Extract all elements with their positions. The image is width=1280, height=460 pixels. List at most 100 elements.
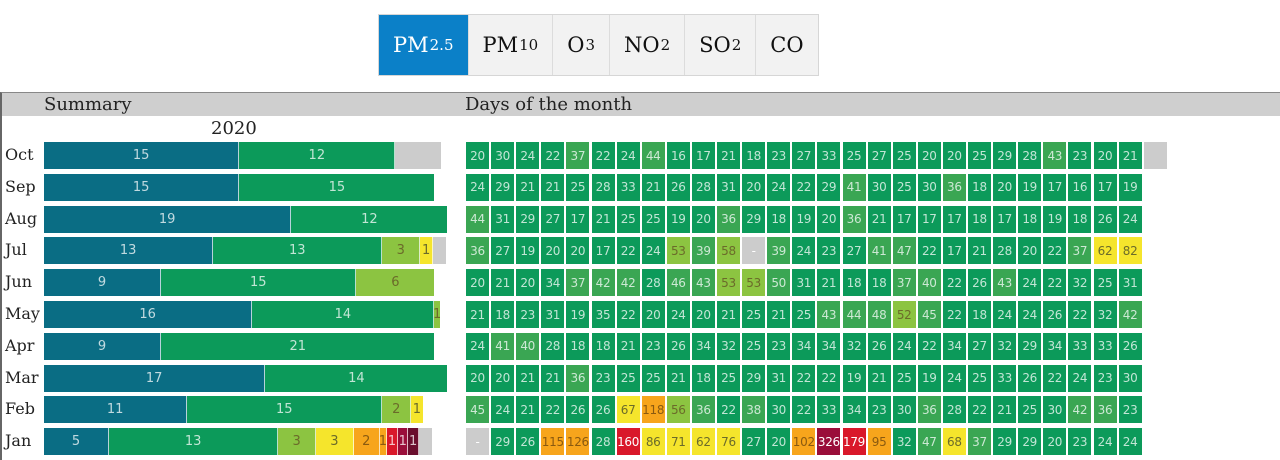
day-cell[interactable]: 31 [792,269,816,297]
day-cell[interactable]: 21 [616,332,640,360]
day-cell[interactable]: 36 [566,364,590,392]
tab-co[interactable]: CO [756,15,817,75]
day-cell[interactable]: 32 [842,332,866,360]
day-cell[interactable]: 21 [767,301,791,328]
day-cell[interactable]: 18 [691,364,715,392]
day-cell[interactable]: 22 [591,142,615,169]
day-cell[interactable]: 24 [792,237,816,265]
day-cell[interactable]: 20 [817,205,841,233]
summary-segment[interactable]: 21 [161,332,435,360]
summary-segment[interactable]: 15 [44,173,240,201]
day-cell[interactable]: 22 [942,301,966,328]
day-cell[interactable]: 29 [491,173,515,201]
day-cell[interactable]: 20 [466,269,489,297]
day-cell[interactable]: 44 [842,301,866,328]
day-cell[interactable]: 43 [817,301,841,328]
day-cell[interactable]: 20 [691,205,715,233]
day-cell[interactable]: 76 [717,428,740,456]
day-cell[interactable]: 42 [1118,301,1142,328]
summary-segment[interactable]: 13 [44,237,214,265]
day-cell[interactable]: 44 [641,142,665,169]
day-cell[interactable]: 17 [942,205,966,233]
day-cell[interactable]: 25 [616,364,640,392]
day-cell[interactable]: 67 [616,396,640,424]
summary-segment[interactable]: 14 [252,301,435,328]
day-cell[interactable]: 39 [691,237,715,265]
day-cell[interactable]: 26 [1093,205,1117,233]
day-cell[interactable]: 71 [666,428,690,456]
day-cell[interactable]: 48 [867,301,891,328]
day-cell[interactable]: 24 [616,142,640,169]
day-cell[interactable]: 46 [666,269,690,297]
summary-segment[interactable]: 2 [382,396,412,424]
day-cell[interactable]: 30 [917,173,941,201]
day-cell[interactable]: 36 [1093,396,1117,424]
day-cell[interactable]: 30 [767,396,791,424]
day-cell[interactable]: 22 [817,364,841,392]
day-cell[interactable]: 19 [1118,173,1142,201]
day-cell[interactable]: 21 [641,173,665,201]
tab-pm25[interactable]: PM 2.5 [379,15,469,75]
day-cell[interactable]: 17 [942,237,966,265]
day-cell[interactable]: 24 [1018,301,1042,328]
day-cell[interactable]: 21 [867,364,891,392]
day-cell[interactable]: 25 [566,173,590,201]
summary-segment[interactable]: 14 [265,364,448,392]
summary-segment[interactable]: 1 [398,428,409,456]
day-cell[interactable]: 23 [867,396,891,424]
day-cell[interactable]: 21 [491,269,515,297]
day-cell[interactable]: 20 [691,301,715,328]
day-cell[interactable]: 29 [817,173,841,201]
day-cell[interactable]: 29 [742,205,766,233]
day-cell[interactable]: 20 [541,237,565,265]
day-cell[interactable]: 24 [993,301,1017,328]
day-cell[interactable]: 58 [717,237,740,265]
day-cell[interactable]: 19 [842,364,866,392]
day-cell[interactable]: 22 [792,173,816,201]
day-cell[interactable]: 25 [1093,269,1117,297]
day-cell[interactable]: 21 [591,205,615,233]
day-cell[interactable]: 22 [541,142,565,169]
day-cell[interactable]: 20 [641,301,665,328]
day-cell[interactable]: 24 [466,332,489,360]
summary-segment[interactable]: 1 [379,428,387,456]
day-cell[interactable]: 20 [1018,237,1042,265]
day-cell[interactable]: 26 [666,173,690,201]
summary-segment[interactable]: 3 [382,237,421,265]
summary-segment[interactable]: 15 [44,142,240,169]
day-cell[interactable]: 26 [867,332,891,360]
day-cell[interactable]: 19 [792,205,816,233]
day-cell[interactable]: 25 [842,142,866,169]
day-cell[interactable]: 22 [717,396,740,424]
day-cell[interactable]: 32 [1068,269,1092,297]
day-cell[interactable]: 20 [466,142,489,169]
day-cell[interactable]: 43 [691,269,715,297]
day-cell[interactable]: 24 [641,237,665,265]
day-cell[interactable]: 22 [917,332,941,360]
day-cell[interactable]: 21 [1118,142,1142,169]
day-cell[interactable]: 41 [842,173,866,201]
summary-segment[interactable] [395,142,441,169]
day-cell[interactable]: 25 [1018,396,1042,424]
day-cell[interactable]: 25 [742,301,766,328]
day-cell[interactable]: 20 [566,237,590,265]
tab-no2[interactable]: NO 2 [610,15,686,75]
day-cell[interactable]: 28 [591,173,615,201]
day-cell[interactable]: 20 [742,173,766,201]
day-cell[interactable]: 33 [817,396,841,424]
day-cell[interactable]: 38 [742,396,766,424]
day-cell[interactable]: 29 [1018,332,1042,360]
day-cell[interactable]: 41 [491,332,515,360]
day-cell[interactable]: 27 [742,428,766,456]
day-cell[interactable]: 18 [566,332,590,360]
day-cell[interactable]: 19 [1043,205,1067,233]
day-cell[interactable]: 24 [1018,269,1042,297]
day-cell[interactable]: 26 [968,269,991,297]
day-cell[interactable]: 50 [767,269,791,297]
day-cell[interactable]: 16 [666,142,690,169]
day-cell[interactable]: 34 [942,332,966,360]
day-cell[interactable]: 17 [691,142,715,169]
day-cell[interactable]: 29 [516,205,540,233]
day-cell[interactable]: 21 [516,173,540,201]
